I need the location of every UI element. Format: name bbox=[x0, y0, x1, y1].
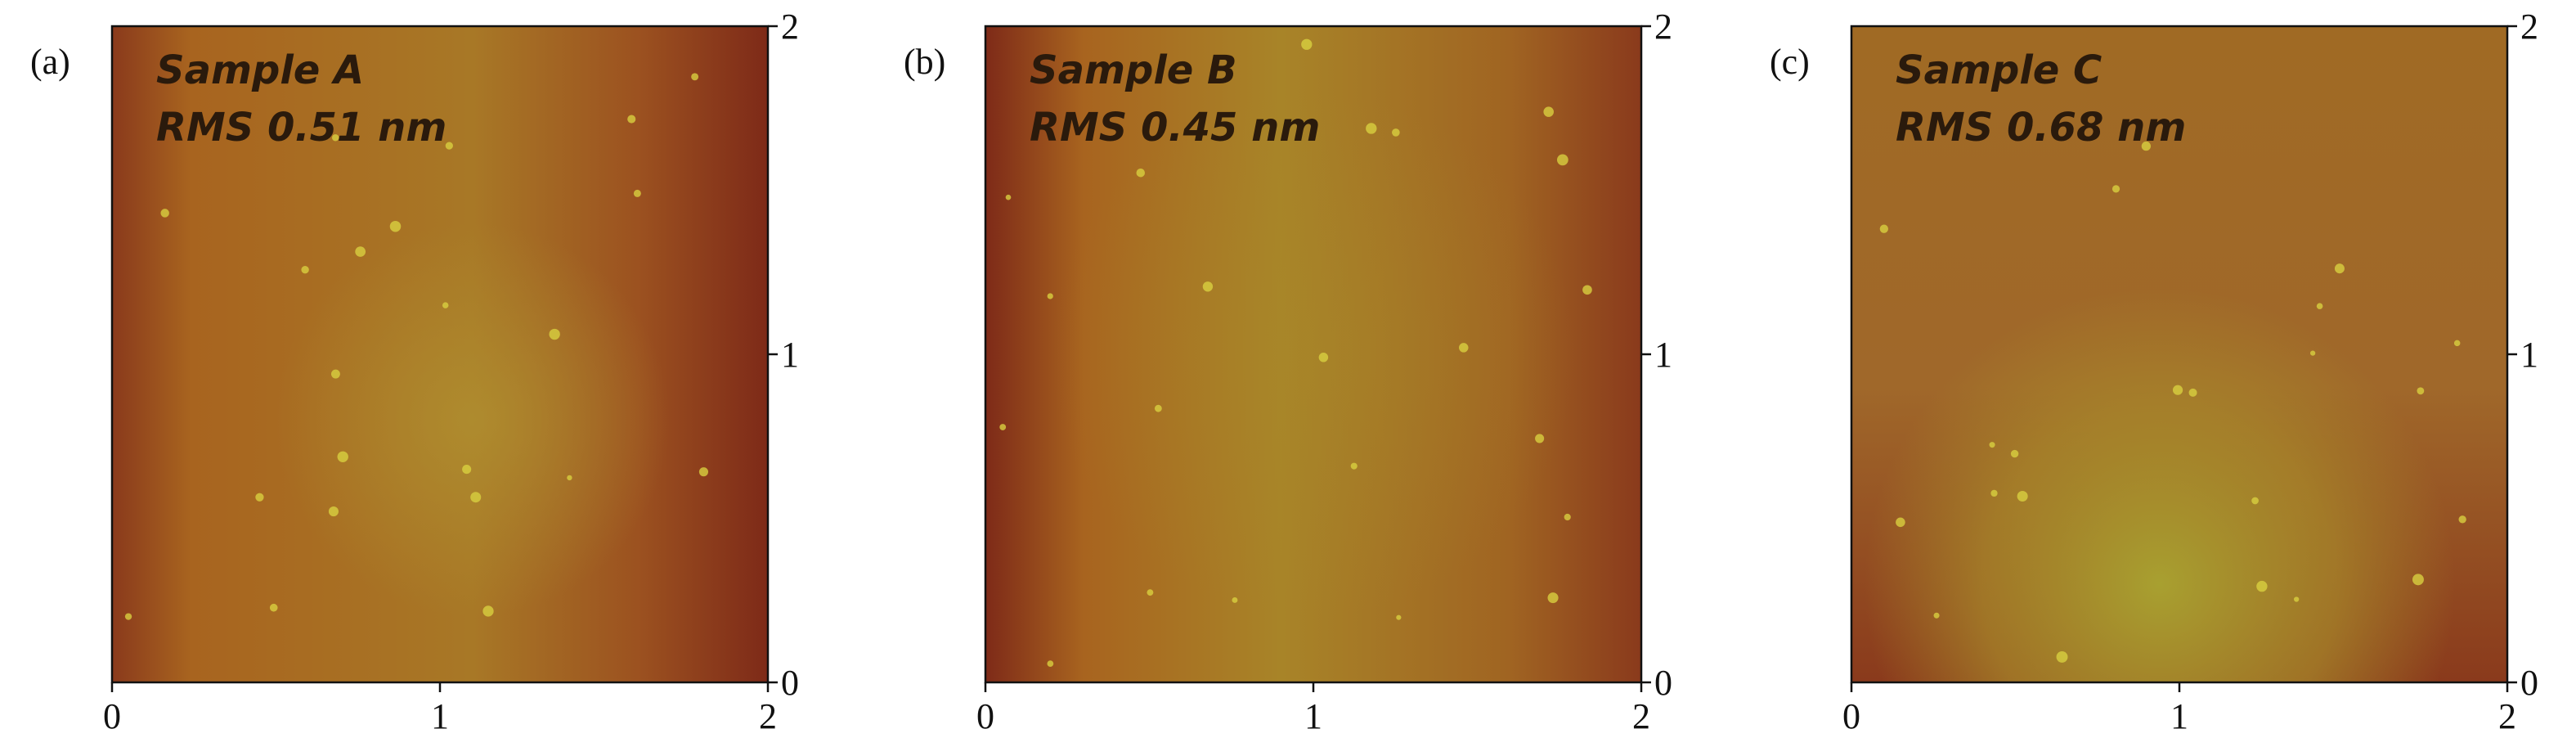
panel-label: (a) bbox=[30, 42, 70, 82]
surface-particle bbox=[1543, 106, 1554, 117]
afm-highlight bbox=[112, 26, 768, 682]
surface-particle bbox=[2417, 387, 2425, 395]
x-tick-label: 1 bbox=[431, 696, 449, 736]
surface-particle bbox=[2251, 497, 2259, 505]
y-tick-label: 1 bbox=[2520, 335, 2538, 375]
x-tick-label: 2 bbox=[1632, 696, 1650, 736]
surface-particle bbox=[2141, 141, 2152, 151]
sample-annotation: RMS 0.51 nm bbox=[156, 105, 447, 151]
surface-particle bbox=[160, 209, 169, 218]
x-tick-label: 1 bbox=[1304, 696, 1322, 736]
surface-particle bbox=[1047, 660, 1054, 667]
surface-particle bbox=[482, 605, 494, 617]
surface-particle bbox=[1350, 462, 1358, 470]
surface-particle bbox=[1989, 442, 1995, 448]
surface-particle bbox=[1047, 293, 1053, 299]
surface-particle bbox=[1564, 513, 1571, 521]
surface-particle bbox=[2412, 574, 2424, 586]
surface-particle bbox=[2188, 388, 2197, 397]
surface-particle bbox=[355, 246, 366, 257]
surface-particle bbox=[2017, 490, 2028, 502]
y-tick-label: 1 bbox=[781, 335, 799, 375]
y-tick-label: 2 bbox=[2520, 7, 2538, 47]
surface-particle bbox=[1459, 343, 1469, 353]
surface-particle bbox=[328, 506, 339, 517]
surface-particle bbox=[1392, 128, 1400, 137]
surface-particle bbox=[1547, 592, 1559, 604]
y-tick-label: 0 bbox=[781, 663, 799, 703]
y-tick-label: 2 bbox=[1654, 7, 1672, 47]
surface-particle bbox=[698, 467, 709, 477]
surface-particle bbox=[1582, 285, 1592, 295]
surface-particle bbox=[999, 424, 1007, 430]
afm-highlight bbox=[1851, 26, 2507, 682]
surface-particle bbox=[1879, 224, 1888, 233]
x-tick-label: 2 bbox=[759, 696, 777, 736]
x-tick-label: 2 bbox=[2498, 696, 2516, 736]
surface-particle bbox=[1147, 589, 1154, 596]
sample-annotation: RMS 0.68 nm bbox=[1896, 105, 2186, 151]
x-tick-label: 0 bbox=[1842, 696, 1860, 736]
surface-particle bbox=[301, 266, 309, 274]
surface-particle bbox=[2316, 303, 2323, 309]
surface-particle bbox=[337, 451, 348, 462]
surface-particle bbox=[567, 475, 572, 481]
surface-particle bbox=[269, 603, 278, 612]
surface-particle bbox=[549, 328, 560, 340]
surface-particle bbox=[2172, 385, 2183, 395]
surface-particle bbox=[1556, 154, 1568, 166]
surface-particle bbox=[1535, 434, 1545, 443]
surface-particle bbox=[2010, 449, 2019, 458]
surface-particle bbox=[2334, 263, 2345, 274]
surface-particle bbox=[1366, 123, 1377, 134]
y-tick-label: 2 bbox=[781, 7, 799, 47]
surface-particle bbox=[1896, 517, 1905, 528]
surface-particle bbox=[1005, 194, 1012, 200]
surface-particle bbox=[691, 73, 699, 81]
sample-annotation: Sample C bbox=[1896, 47, 2102, 93]
surface-particle bbox=[462, 465, 472, 475]
surface-particle bbox=[1301, 38, 1313, 50]
surface-particle bbox=[1136, 168, 1146, 178]
afm-highlight bbox=[985, 26, 1641, 682]
x-tick-label: 1 bbox=[2170, 696, 2188, 736]
surface-particle bbox=[627, 115, 636, 124]
y-tick-label: 1 bbox=[1654, 335, 1672, 375]
x-tick-label: 0 bbox=[103, 696, 121, 736]
surface-particle bbox=[330, 369, 340, 379]
surface-particle bbox=[1318, 353, 1329, 362]
panel-label: (c) bbox=[1770, 42, 1810, 82]
surface-particle bbox=[2458, 515, 2466, 524]
surface-particle bbox=[124, 613, 132, 620]
x-tick-label: 0 bbox=[976, 696, 994, 736]
surface-particle bbox=[633, 189, 641, 197]
surface-particle bbox=[331, 134, 339, 142]
surface-particle bbox=[1232, 596, 1238, 603]
surface-particle bbox=[1202, 281, 1214, 292]
surface-particle bbox=[1396, 614, 1402, 620]
surface-particle bbox=[445, 142, 453, 150]
sample-annotation: Sample B bbox=[1030, 47, 1237, 93]
surface-particle bbox=[2112, 185, 2120, 193]
surface-particle bbox=[1990, 489, 1998, 497]
y-tick-label: 0 bbox=[1654, 663, 1672, 703]
panel-label: (b) bbox=[904, 42, 945, 82]
surface-particle bbox=[2256, 580, 2268, 592]
surface-particle bbox=[255, 493, 264, 502]
surface-particle bbox=[470, 492, 482, 503]
surface-particle bbox=[2056, 650, 2068, 663]
sample-annotation: Sample A bbox=[156, 47, 364, 93]
surface-particle bbox=[2294, 596, 2300, 602]
sample-annotation: RMS 0.45 nm bbox=[1030, 105, 1320, 151]
surface-particle bbox=[442, 302, 449, 308]
surface-particle bbox=[2453, 340, 2461, 347]
surface-particle bbox=[389, 220, 402, 232]
y-tick-label: 0 bbox=[2520, 663, 2538, 703]
surface-particle bbox=[1154, 404, 1162, 412]
surface-particle bbox=[2309, 350, 2316, 356]
surface-particle bbox=[1933, 612, 1940, 619]
